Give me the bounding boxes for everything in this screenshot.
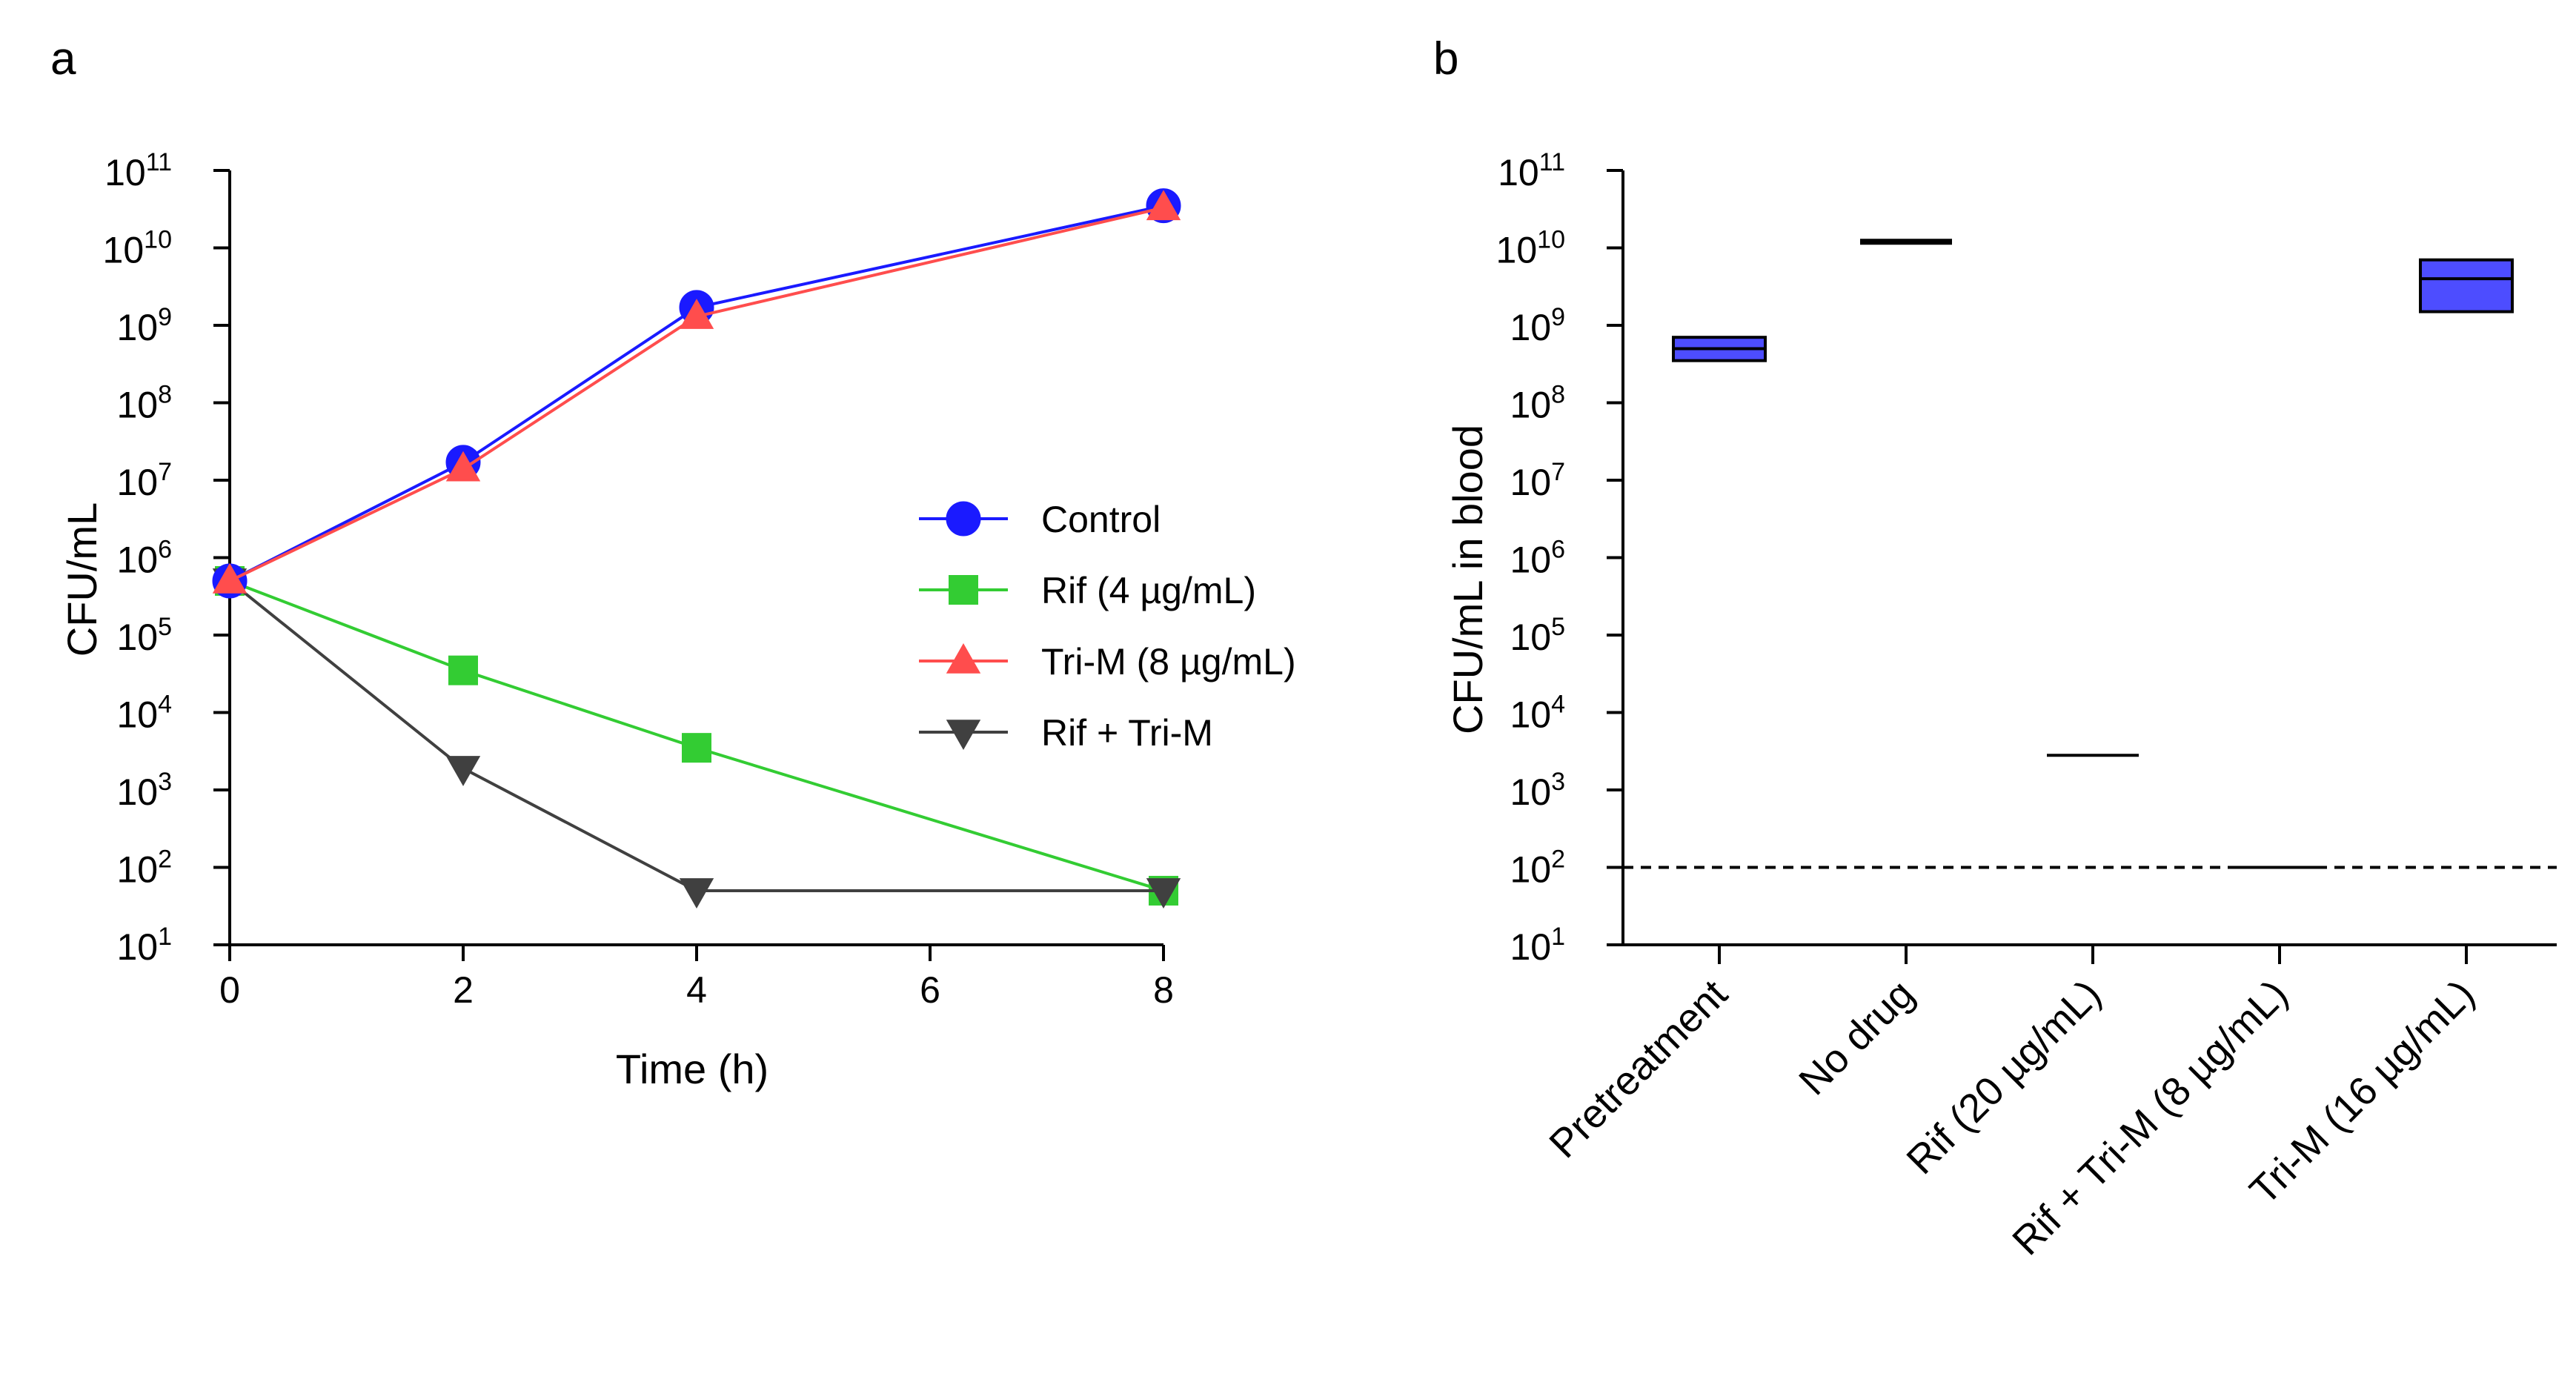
panel-b-axes: 101 102 103 104 105 106 107 108 109 1010 1011 <box>1496 148 2557 968</box>
panel-b-y-tick-label: 105 <box>1510 613 1565 658</box>
panel-a-y-tick-label: 1011 <box>104 148 172 193</box>
panel-b-category-label: Pretreatment <box>1541 972 1736 1166</box>
panel-a-data-point <box>212 562 248 594</box>
panel-b-y-tick-label: 103 <box>1510 768 1565 813</box>
panel-a-y-tick-label: 108 <box>116 381 172 426</box>
panel-a-y-axis-title: CFU/mL <box>59 502 105 657</box>
panel-b-y-tick-label: 106 <box>1510 536 1565 581</box>
panel-a-x-tick-label: 2 <box>453 969 474 1011</box>
panel-b-y-tick-label: 1010 <box>1496 226 1565 271</box>
panel-a-x-tick-label: 6 <box>920 969 940 1011</box>
panel-a-y-tick-label: 1010 <box>103 226 172 271</box>
panel-a-series-line-2 <box>229 206 1164 582</box>
panel-b-y-tick-label: 1011 <box>1498 148 1565 193</box>
panel-b-y-tick-label: 107 <box>1510 458 1565 503</box>
legend-marker <box>949 575 978 605</box>
panel-a-y-tick-label: 103 <box>116 768 172 813</box>
panel-a-x-tick-label: 8 <box>1153 969 1174 1011</box>
legend-label: Rif (4 µg/mL) <box>1041 570 1256 611</box>
panel-b-letter: b <box>1433 33 1458 84</box>
legend-label: Rif + Tri-M <box>1041 712 1213 754</box>
legend-label: Tri-M (8 µg/mL) <box>1041 641 1296 682</box>
panel-a-x-axis-title: Time (h) <box>616 1046 769 1092</box>
legend-marker <box>946 643 981 674</box>
legend-label: Control <box>1041 499 1161 540</box>
panel-a-y-tick-label: 109 <box>116 303 172 348</box>
panel-a-series-line-0 <box>229 204 1164 582</box>
panel-a-data-point <box>1146 190 1181 221</box>
panel-a-letter: a <box>50 33 76 84</box>
panel-b-y-axis-title: CFU/mL in blood <box>1444 425 1491 734</box>
panel-b-y-tick-label: 102 <box>1510 846 1565 891</box>
legend-marker <box>946 501 981 537</box>
panel-b-y-tick-label: 109 <box>1510 303 1565 348</box>
panel-a-y-tick-label: 107 <box>116 458 172 503</box>
panel-b-y-tick-label: 101 <box>1510 923 1565 968</box>
panel-a-data-point <box>679 878 714 909</box>
panel-a-series <box>212 188 1181 909</box>
panel-a-data-point <box>445 756 481 786</box>
panel-a-data-point <box>682 733 711 763</box>
panel-a-series-line-3 <box>228 579 1163 892</box>
panel-a-y-tick-label: 106 <box>116 536 172 581</box>
panel-b-box <box>2419 258 2514 313</box>
panel-a-y-tick-label: 102 <box>116 846 172 891</box>
panel-b-category-label: Rif (20 µg/mL) <box>1898 972 2109 1183</box>
panel-a-data-point <box>679 299 714 329</box>
panel-b-category-label: No drug <box>1790 972 1922 1103</box>
panel-b-boxes <box>1672 239 2514 869</box>
panel-a-data-point <box>1146 878 1181 909</box>
panel-b-y-tick-label: 104 <box>1510 691 1565 736</box>
panel-a-legend: Control Rif (4 µg/mL) Tri-M (8 µg/mL) Rif +… <box>919 499 1296 754</box>
panel-a-x-tick-label: 4 <box>686 969 707 1011</box>
panel-b-chart: 101 102 103 104 105 106 107 108 109 1010 1011 Pret… <box>1444 148 2557 1263</box>
panel-a-x-tick-label: 0 <box>219 969 240 1011</box>
panel-a-y-tick-label: 101 <box>116 923 172 968</box>
panel-a-data-point <box>448 655 478 685</box>
panel-a-y-tick-label: 104 <box>116 691 172 736</box>
legend-marker <box>946 720 981 750</box>
panel-a-data-point <box>445 451 481 482</box>
panel-a-y-tick-label: 105 <box>116 613 172 658</box>
panel-b-y-tick-label: 108 <box>1510 381 1565 426</box>
panel-a-series-line-1 <box>229 579 1164 892</box>
